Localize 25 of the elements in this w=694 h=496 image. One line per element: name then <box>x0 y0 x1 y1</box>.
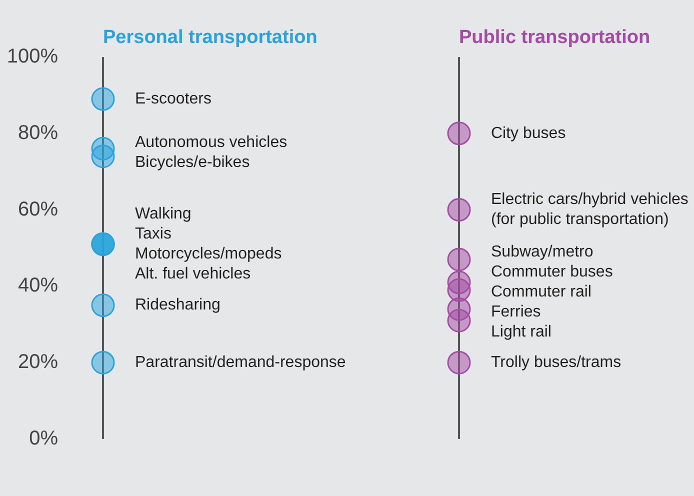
annotation: Taxis <box>135 226 172 243</box>
annotation: Commuter rail <box>491 284 592 301</box>
x-tick-label: Personal transportation <box>103 26 318 48</box>
annotation: Light rail <box>491 324 552 341</box>
annotation: Commuter buses <box>491 264 613 281</box>
y-tick-label: 0% <box>29 428 58 450</box>
x-tick-label: Public transportation <box>459 26 650 48</box>
annotation: Walking <box>135 206 192 223</box>
annotation: Autonomous vehicles <box>135 134 288 151</box>
annotation: Ferries <box>491 304 541 321</box>
annotation: E-scooters <box>135 90 212 108</box>
annotation: Bicycles/e-bikes <box>135 154 250 171</box>
annotation: Motorcycles/mopeds <box>135 246 282 263</box>
annotation: Electric cars/hybrid vehicles (for public transportation) <box>491 191 688 228</box>
annotation: Alt. fuel vehicles <box>135 266 251 283</box>
annotation: Paratransit/demand-response <box>135 354 346 372</box>
annotation: Ridesharing <box>135 296 220 314</box>
y-tick-label: 60% <box>18 198 58 220</box>
y-tick-label: 40% <box>18 274 58 297</box>
y-tick-label: 100% <box>6 46 58 68</box>
y-tick-label: 20% <box>18 351 58 374</box>
annotation: City buses <box>491 124 566 142</box>
y-tick-label: 80% <box>18 122 58 144</box>
annotation: Trolly buses/trams <box>491 354 622 372</box>
annotation: Subway/metro <box>491 244 594 261</box>
